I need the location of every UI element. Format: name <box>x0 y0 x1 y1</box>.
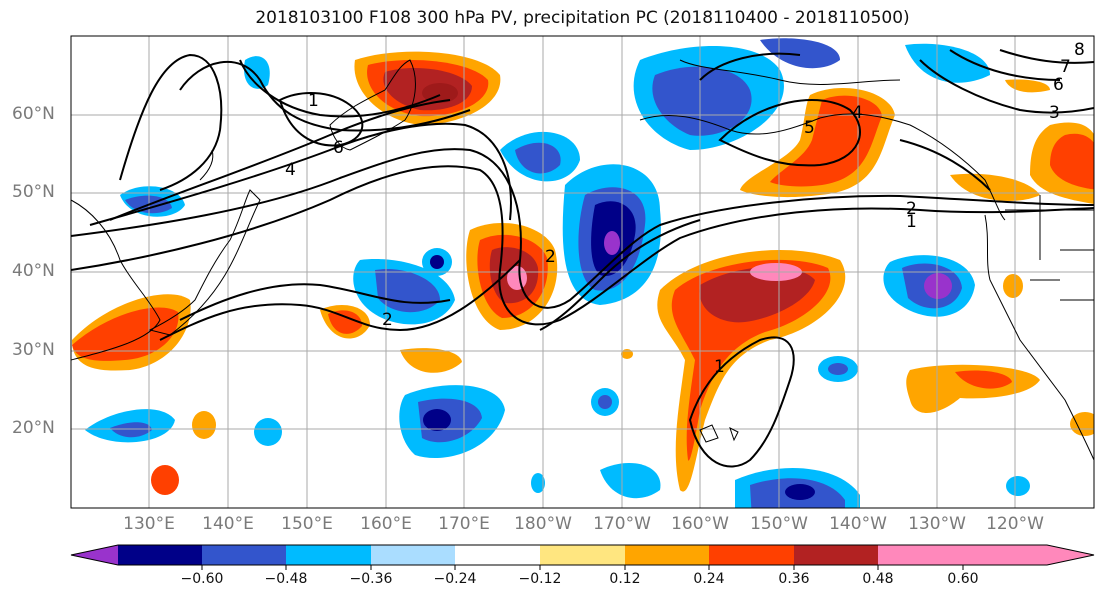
colorbar-swatch <box>118 545 202 565</box>
contour-label: 8 <box>1074 40 1085 60</box>
colorbar-tick-label: −0.24 <box>433 571 477 587</box>
contour-label: 2 <box>545 247 556 267</box>
colorbar <box>70 544 1095 570</box>
lon-label: 180°W <box>514 514 572 534</box>
contour-label: 4 <box>285 160 296 180</box>
lon-label: 170°W <box>593 514 651 534</box>
contour-label: 1 <box>714 357 725 377</box>
lon-label: 150°W <box>750 514 808 534</box>
contour-label: 4 <box>852 103 863 123</box>
map-title: 2018103100 F108 300 hPa PV, precipitatio… <box>255 8 910 28</box>
colorbar-tick-label: −0.36 <box>349 571 393 587</box>
colorbar-swatch <box>709 545 794 565</box>
contour-label: 6 <box>333 138 344 158</box>
lat-label: 40°N <box>12 261 55 281</box>
colorbar-swatch <box>202 545 286 565</box>
colorbar-tick-label: −0.12 <box>518 571 562 587</box>
lon-label: 160°E <box>360 514 412 534</box>
colorbar-arrow-left <box>71 545 118 565</box>
contour-label: 7 <box>1060 57 1071 77</box>
colorbar-swatch <box>878 545 963 565</box>
contour-label: 5 <box>804 118 815 138</box>
contour-label: 1 <box>308 91 319 111</box>
colorbar-tick-label: 0.60 <box>947 571 979 587</box>
lat-label: 30°N <box>12 340 55 360</box>
colorbar-swatch <box>455 545 540 565</box>
colorbar-tick-label: 0.48 <box>862 571 894 587</box>
precip-fill-layer <box>72 38 1094 508</box>
japan-coast <box>148 189 261 336</box>
contour-label: 2 <box>906 199 917 219</box>
lat-label: 20°N <box>12 418 55 438</box>
contour-label: 6 <box>1053 75 1064 95</box>
colorbar-swatch <box>625 545 709 565</box>
plot-frame <box>70 35 1095 509</box>
colorbar-swatch <box>371 545 455 565</box>
lat-label: 50°N <box>12 182 55 202</box>
lat-label: 60°N <box>12 104 55 124</box>
lon-label: 150°E <box>281 514 333 534</box>
colorbar-tick-label: 0.24 <box>693 571 725 587</box>
lon-label: 170°E <box>438 514 490 534</box>
contour-label: 3 <box>1049 103 1060 123</box>
colorbar-tick-label: 0.36 <box>778 571 810 587</box>
colorbar-swatch <box>540 545 625 565</box>
lon-label: 160°W <box>671 514 729 534</box>
na-west-coast <box>984 214 1094 461</box>
lon-label: 130°W <box>908 514 966 534</box>
lon-label: 120°W <box>986 514 1044 534</box>
contour-label-group: 1 2 4 6 4 5 3 2 1 1 2 6 7 8 <box>285 40 1085 377</box>
kamchatka-coast <box>329 59 416 151</box>
contour-label: 1 <box>906 212 917 232</box>
colorbar-arrow-right <box>963 545 1094 565</box>
lon-label: 140°E <box>202 514 254 534</box>
pv-contours <box>71 49 1094 468</box>
lon-label: 140°W <box>829 514 887 534</box>
alaska-coast <box>639 113 1006 221</box>
colorbar-tick-label: −0.48 <box>264 571 308 587</box>
contour-label: 2 <box>382 310 393 330</box>
graticule <box>71 36 1094 508</box>
colorbar-swatch <box>286 545 371 565</box>
colorbar-swatch <box>794 545 878 565</box>
colorbar-tick-label: −0.60 <box>180 571 224 587</box>
lon-label: 130°E <box>123 514 175 534</box>
colorbar-tick-label: 0.12 <box>609 571 641 587</box>
